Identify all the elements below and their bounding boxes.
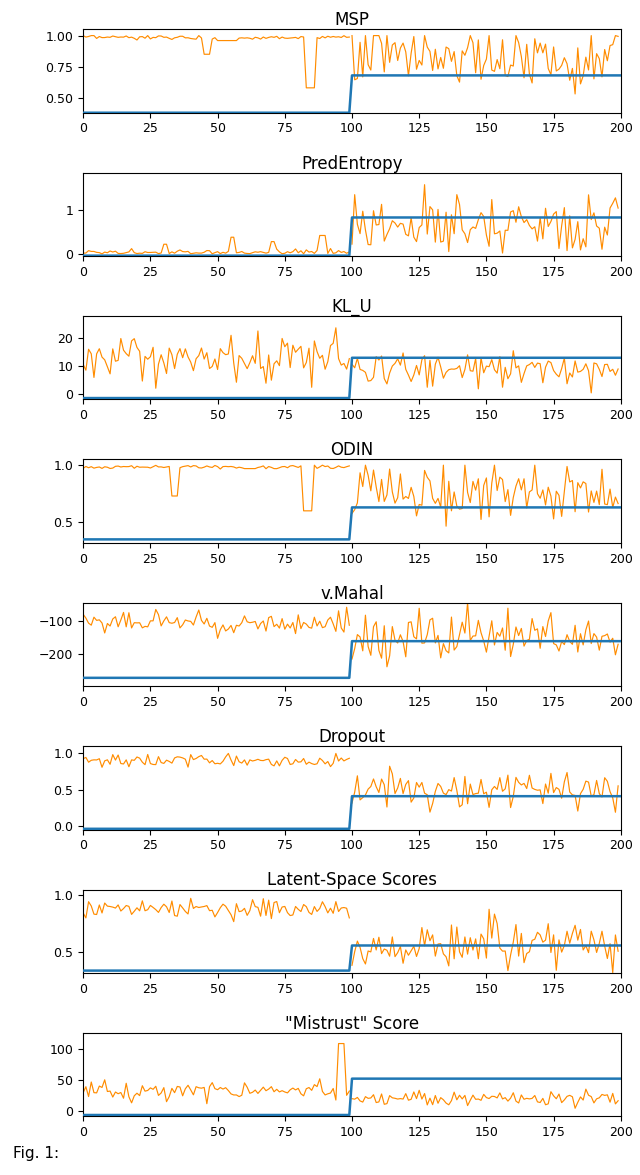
Title: "Mistrust" Score: "Mistrust" Score bbox=[285, 1015, 419, 1033]
Title: KL_U: KL_U bbox=[332, 298, 372, 316]
Title: PredEntropy: PredEntropy bbox=[301, 155, 403, 173]
Title: ODIN: ODIN bbox=[330, 442, 374, 459]
Title: Latent-Space Scores: Latent-Space Scores bbox=[267, 872, 437, 889]
Title: Dropout: Dropout bbox=[319, 728, 385, 746]
Title: v.Mahal: v.Mahal bbox=[320, 585, 384, 603]
Text: Fig. 1:: Fig. 1: bbox=[13, 1146, 59, 1161]
Title: MSP: MSP bbox=[335, 12, 369, 29]
